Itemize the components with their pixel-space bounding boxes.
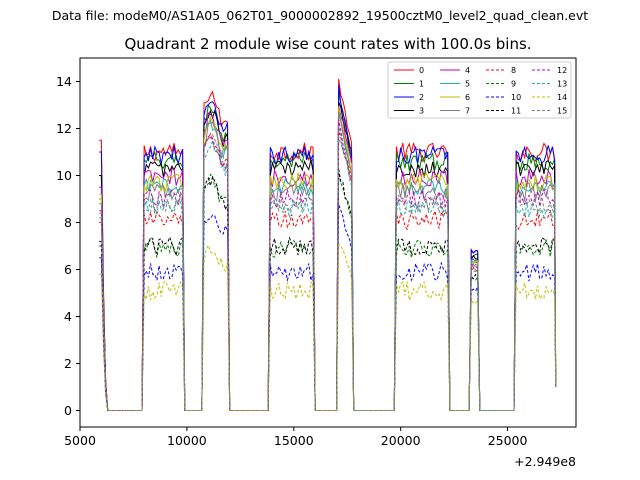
legend-label: 7 xyxy=(465,107,470,116)
series-line-1 xyxy=(99,91,557,412)
y-tick-label: 2 xyxy=(64,356,72,371)
chart-suptitle: Data file: modeM0/AS1A05_062T01_90000028… xyxy=(52,8,588,23)
legend-label: 5 xyxy=(465,80,470,89)
legend-label: 3 xyxy=(419,107,424,116)
series-line-11 xyxy=(99,168,557,412)
legend-box xyxy=(387,61,572,119)
x-tick-label: 25000 xyxy=(488,433,528,448)
series-line-2 xyxy=(99,84,557,412)
series-line-7 xyxy=(99,111,557,412)
legend-label: 0 xyxy=(419,66,424,75)
x-offset-label: +2.949e8 xyxy=(514,454,576,469)
y-tick-label: 12 xyxy=(56,121,72,136)
legend-label: 4 xyxy=(465,66,470,75)
series-line-8 xyxy=(99,131,557,412)
x-tick-label: 10000 xyxy=(167,433,207,448)
legend-label: 11 xyxy=(511,107,521,116)
y-tick-label: 6 xyxy=(64,262,72,277)
legend-label: 6 xyxy=(465,93,470,102)
x-tick-label: 5000 xyxy=(64,433,96,448)
y-tick-label: 0 xyxy=(64,403,72,418)
legend-label: 10 xyxy=(511,93,521,102)
series-line-12 xyxy=(99,119,557,412)
legend-label: 1 xyxy=(419,80,424,89)
legend-label: 8 xyxy=(511,66,516,75)
series-line-14 xyxy=(99,244,557,412)
series-line-10 xyxy=(99,204,557,412)
series-line-15 xyxy=(99,125,557,412)
legend-label: 13 xyxy=(557,80,567,89)
plot-frame xyxy=(79,57,577,428)
legend-label: 12 xyxy=(557,66,567,75)
legend-label: 14 xyxy=(557,93,567,102)
series-line-13 xyxy=(99,136,557,412)
x-tick-label: 15000 xyxy=(274,433,314,448)
y-tick-label: 8 xyxy=(64,215,72,230)
chart-title: Quadrant 2 module wise count rates with … xyxy=(124,35,531,53)
x-tick-label: 20000 xyxy=(381,433,421,448)
series-line-5 xyxy=(99,110,557,412)
y-tick-label: 14 xyxy=(56,74,72,89)
series-line-3 xyxy=(99,101,557,412)
y-tick-label: 10 xyxy=(56,168,72,183)
legend-label: 9 xyxy=(511,80,516,89)
series-line-9 xyxy=(99,172,557,412)
series-line-0 xyxy=(99,78,557,412)
y-tick-label: 4 xyxy=(64,309,72,324)
legend-label: 2 xyxy=(419,93,424,102)
legend-label: 15 xyxy=(557,107,567,116)
